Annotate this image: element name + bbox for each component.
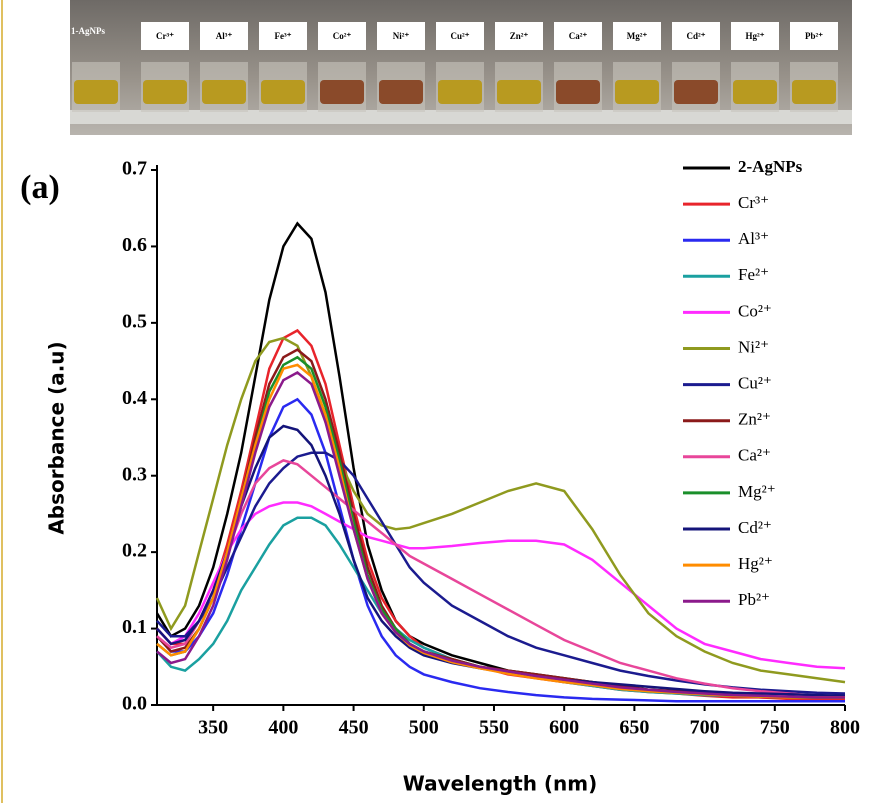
x-tick-label: 600 xyxy=(549,717,579,739)
photo-label-box xyxy=(495,22,543,50)
photo-label: Ni²⁺ xyxy=(393,31,410,41)
x-tick-label: 500 xyxy=(409,717,439,739)
legend-label: Ca²⁺ xyxy=(738,446,771,465)
legend-label: Cr³⁺ xyxy=(738,193,769,212)
photo-label-box xyxy=(436,22,484,50)
legend-label: Mg²⁺ xyxy=(738,482,776,501)
photo-label: Pb²⁺ xyxy=(805,31,823,41)
photo-label-box xyxy=(318,22,366,50)
x-tick-label: 700 xyxy=(690,717,720,739)
photo-label: Ca²⁺ xyxy=(569,31,588,41)
series-line xyxy=(156,397,845,703)
y-tick-label: 0.7 xyxy=(122,158,147,180)
y-tick-label: 0.5 xyxy=(122,310,147,332)
y-tick-label: 0.4 xyxy=(122,387,147,409)
photo-label: Hg²⁺ xyxy=(746,31,765,41)
photo-label-box xyxy=(141,22,189,50)
photo-label: Co²⁺ xyxy=(333,31,352,41)
y-tick-label: 0.2 xyxy=(122,540,147,562)
legend-label: Ni²⁺ xyxy=(738,337,769,356)
vial-liquid xyxy=(438,80,482,104)
vial-liquid xyxy=(556,80,600,104)
photo-label: 1-AgNPs xyxy=(71,26,105,36)
legend-label: 2-AgNPs xyxy=(738,157,803,176)
vial-liquid xyxy=(733,80,777,104)
x-tick-label: 350 xyxy=(198,717,228,739)
photo-label-box xyxy=(790,22,838,50)
photo-label: Zn²⁺ xyxy=(510,31,529,41)
photo-label: Cd²⁺ xyxy=(687,31,706,41)
photo-label-box xyxy=(377,22,425,50)
x-tick-label: 450 xyxy=(339,717,369,739)
x-tick-label: 800 xyxy=(830,717,860,739)
series-line xyxy=(156,370,845,699)
legend-label: Cu²⁺ xyxy=(738,374,772,393)
legend-label: Hg²⁺ xyxy=(738,554,773,573)
photo-label-box xyxy=(259,22,307,50)
vial-liquid xyxy=(379,80,423,104)
legend-label: Co²⁺ xyxy=(738,301,772,320)
legend-label: Al³⁺ xyxy=(738,229,769,248)
photo-label-box xyxy=(731,22,779,50)
legend-label: Cd²⁺ xyxy=(738,518,772,537)
series-line xyxy=(155,336,846,684)
x-tick-label: 400 xyxy=(268,717,298,739)
x-tick-label: 650 xyxy=(619,717,649,739)
vial-liquid xyxy=(143,80,187,104)
legend-label: Pb²⁺ xyxy=(738,590,770,609)
vial-liquid xyxy=(320,80,364,104)
y-tick-label: 0.3 xyxy=(122,463,147,485)
photo-label-box xyxy=(200,22,248,50)
legend-label: Zn²⁺ xyxy=(738,410,771,429)
photo-label-box xyxy=(554,22,602,50)
y-tick-label: 0.1 xyxy=(122,616,147,638)
photo-label-box xyxy=(613,22,661,50)
legend-label: Fe²⁺ xyxy=(738,265,769,284)
vial-liquid xyxy=(497,80,541,104)
panel-label: (a) xyxy=(20,169,60,206)
y-tick-label: 0.0 xyxy=(122,693,147,715)
vial-liquid xyxy=(261,80,305,104)
photo-label: Cu²⁺ xyxy=(451,31,470,41)
y-tick-label: 0.6 xyxy=(122,234,147,256)
vial-liquid xyxy=(674,80,718,104)
vial-liquid xyxy=(792,80,836,104)
photo-label: Al³⁺ xyxy=(216,31,233,41)
x-tick-label: 750 xyxy=(760,717,790,739)
photo-content: 1-AgNPs Cr³⁺ Al³⁺ Fe³⁺ Co²⁺ Ni²⁺ Cu²⁺ Zn²⁺ Ca²⁺ M… xyxy=(71,22,838,112)
x-tick-label: 550 xyxy=(479,717,509,739)
x-axis-label: Wavelength (nm) xyxy=(403,772,598,796)
photo-label-box xyxy=(672,22,720,50)
photo-label: Mg²⁺ xyxy=(627,31,648,41)
y-axis-label: Absorbance (a.u) xyxy=(45,341,69,534)
vial-liquid xyxy=(202,80,246,104)
photo-shelf xyxy=(70,110,852,124)
vial-liquid xyxy=(74,80,118,104)
photo-label: Cr³⁺ xyxy=(156,31,174,41)
vial-liquid xyxy=(615,80,659,104)
photo-label: Fe³⁺ xyxy=(275,31,292,41)
